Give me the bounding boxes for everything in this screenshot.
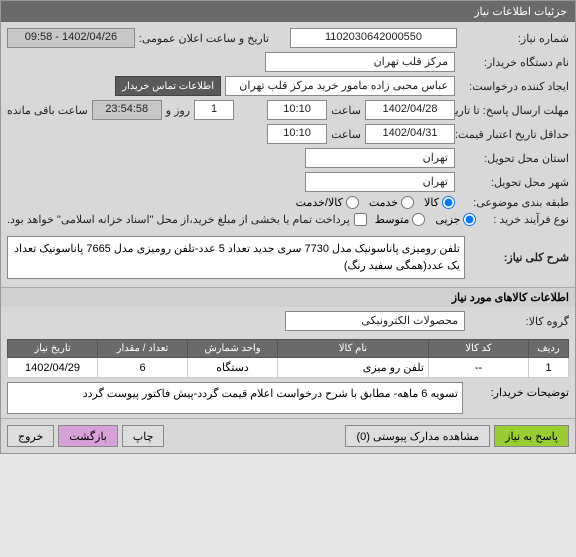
category-label: طبقه بندی موضوعی:	[459, 196, 569, 209]
buy-type-radio-group: جزیی متوسط	[375, 213, 477, 226]
buyer-org-label: نام دستگاه خریدار:	[459, 56, 569, 69]
main-panel: جزئیات اطلاعات نیاز شماره نیاز: 11020306…	[0, 0, 576, 454]
th-name: نام کالا	[278, 340, 429, 358]
contact-info-button[interactable]: اطلاعات تماس خریدار	[115, 76, 221, 96]
td-code: --	[429, 358, 529, 378]
footer-left-group: چاپ بازگشت خروج	[7, 425, 164, 447]
radio-medium-label: متوسط	[375, 213, 410, 226]
remaining-field: 23:54:58	[92, 100, 162, 120]
footer-right-group: پاسخ به نیاز مشاهده مدارک پیوستی (0)	[345, 425, 569, 447]
td-unit: دستگاه	[188, 358, 278, 378]
deadline-time-field: 10:10	[267, 100, 327, 120]
radio-goods-label: کالا	[424, 196, 439, 209]
need-no-label: شماره نیاز:	[461, 32, 569, 45]
announce-label: تاریخ و ساعت اعلان عمومی:	[139, 32, 286, 45]
radio-both[interactable]: کالا/خدمت	[296, 196, 359, 209]
td-name: تلفن رو میزی	[278, 358, 429, 378]
radio-goods-input[interactable]	[442, 196, 455, 209]
payment-note: پرداخت تمام یا بخشی از مبلغ خرید،از محل …	[7, 213, 350, 226]
need-desc-box: تلفن رومیزی پاناسونیک مدل 7730 سری جدید …	[7, 236, 465, 279]
radio-both-label: کالا/خدمت	[296, 196, 343, 209]
row-city: شهر محل تحویل: تهران	[7, 172, 569, 192]
buyer-notes-box: تسویه 6 ماهه- مطابق با شرح درخواست اعلام…	[7, 382, 463, 414]
need-desc-label: شرح کلی نیاز:	[469, 251, 569, 264]
goods-group-label: گروه کالا:	[469, 315, 569, 328]
creator-field: عباس محبی زاده مامور خرید مرکز قلب تهران	[225, 76, 455, 96]
row-location: استان محل تحویل: تهران	[7, 148, 569, 168]
need-no-field: 1102030642000550	[290, 28, 457, 48]
td-date: 1402/04/29	[8, 358, 98, 378]
respond-button[interactable]: پاسخ به نیاز	[494, 425, 569, 447]
row-validity: حداقل تاریخ اعتبار قیمت: تا تاریخ: 1402/…	[7, 124, 569, 144]
table-header-row: ردیف کد کالا نام کالا واحد شمارش تعداد /…	[8, 340, 569, 358]
days-field: 1	[194, 100, 234, 120]
radio-service[interactable]: خدمت	[369, 196, 414, 209]
radio-partial[interactable]: جزیی	[435, 213, 476, 226]
deadline-date-field: 1402/04/28	[365, 100, 455, 120]
row-goods-group: گروه کالا: محصولات الکترونیکی	[1, 307, 575, 335]
goods-group-field: محصولات الکترونیکی	[285, 311, 465, 331]
th-qty: تعداد / مقدار	[98, 340, 188, 358]
row-buy-type: نوع فرآیند خرید : جزیی متوسط پرداخت تمام…	[7, 213, 569, 226]
th-unit: واحد شمارش	[188, 340, 278, 358]
goods-section-title: اطلاعات كالاهای مورد نیاز	[1, 287, 575, 307]
location-field: تهران	[305, 148, 455, 168]
panel-title-text: جزئیات اطلاعات نیاز	[474, 6, 567, 18]
city-field: تهران	[305, 172, 455, 192]
city-label: شهر محل تحویل:	[459, 176, 569, 189]
validity-label: حداقل تاریخ اعتبار قیمت: تا تاریخ:	[459, 128, 569, 141]
buyer-notes-row: توضیحات خریدار: تسویه 6 ماهه- مطابق با ش…	[7, 382, 569, 414]
validity-date-field: 1402/04/31	[365, 124, 455, 144]
radio-service-label: خدمت	[369, 196, 398, 209]
radio-medium-input[interactable]	[412, 213, 425, 226]
exit-button[interactable]: خروج	[7, 425, 54, 447]
row-creator: ایجاد کننده درخواست: عباس محبی زاده مامو…	[7, 76, 569, 96]
payment-checkbox[interactable]	[354, 213, 367, 226]
days-label: روز و	[166, 104, 190, 117]
row-buyer-org: نام دستگاه خریدار: مرکز قلب تهران	[7, 52, 569, 72]
category-radio-group: کالا خدمت کالا/خدمت	[296, 196, 455, 209]
radio-medium[interactable]: متوسط	[375, 213, 426, 226]
validity-time-field: 10:10	[267, 124, 327, 144]
panel-title: جزئیات اطلاعات نیاز	[1, 1, 575, 22]
location-label: استان محل تحویل:	[459, 152, 569, 165]
row-category: طبقه بندی موضوعی: کالا خدمت کالا/خدمت	[7, 196, 569, 209]
th-code: کد کالا	[429, 340, 529, 358]
print-button[interactable]: چاپ	[122, 425, 165, 447]
announce-field: 1402/04/26 - 09:58	[7, 28, 135, 48]
radio-service-input[interactable]	[401, 196, 414, 209]
row-deadline: مهلت ارسال پاسخ: تا تاریخ: 1402/04/28 سا…	[7, 100, 569, 120]
td-qty: 6	[98, 358, 188, 378]
deadline-label: مهلت ارسال پاسخ: تا تاریخ:	[459, 104, 569, 117]
back-button[interactable]: بازگشت	[58, 425, 118, 447]
form-area: شماره نیاز: 1102030642000550 تاریخ و ساع…	[1, 22, 575, 236]
creator-label: ایجاد کننده درخواست:	[459, 80, 569, 93]
footer-bar: پاسخ به نیاز مشاهده مدارک پیوستی (0) چاپ…	[1, 418, 575, 453]
td-row-no: 1	[529, 358, 569, 378]
radio-both-input[interactable]	[346, 196, 359, 209]
goods-table-wrap: ردیف کد کالا نام کالا واحد شمارش تعداد /…	[7, 339, 569, 378]
radio-partial-input[interactable]	[463, 213, 476, 226]
th-row-no: ردیف	[529, 340, 569, 358]
remaining-label: ساعت باقی مانده	[7, 104, 88, 117]
time-label-1: ساعت	[331, 104, 361, 117]
goods-table: ردیف کد کالا نام کالا واحد شمارش تعداد /…	[7, 339, 569, 378]
radio-goods[interactable]: کالا	[424, 196, 455, 209]
th-date: تاریخ نیاز	[8, 340, 98, 358]
payment-checkbox-row: پرداخت تمام یا بخشی از مبلغ خرید،از محل …	[7, 213, 367, 226]
radio-partial-label: جزیی	[435, 213, 460, 226]
table-row[interactable]: 1 -- تلفن رو میزی دستگاه 6 1402/04/29	[8, 358, 569, 378]
attachments-button[interactable]: مشاهده مدارک پیوستی (0)	[345, 425, 490, 447]
buyer-org-field: مرکز قلب تهران	[265, 52, 455, 72]
time-label-2: ساعت	[331, 128, 361, 141]
buyer-notes-label: توضیحات خریدار:	[469, 382, 569, 414]
row-need-no: شماره نیاز: 1102030642000550 تاریخ و ساع…	[7, 28, 569, 48]
buy-type-label: نوع فرآیند خرید :	[480, 213, 569, 226]
row-need-desc: شرح کلی نیاز: تلفن رومیزی پاناسونیک مدل …	[1, 236, 575, 283]
